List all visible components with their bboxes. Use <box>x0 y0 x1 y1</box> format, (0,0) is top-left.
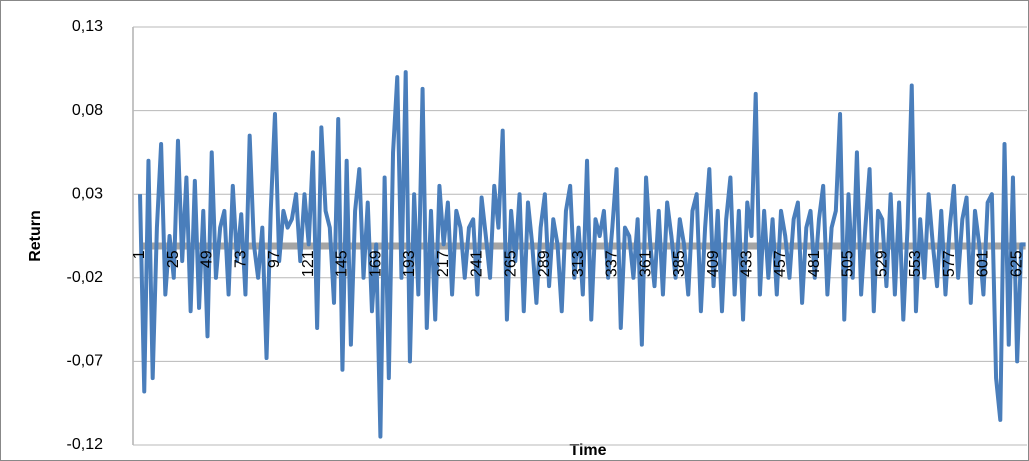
x-tick-label: 193 <box>401 250 418 277</box>
x-tick-label: 625 <box>1008 250 1025 277</box>
return-line <box>138 70 1026 439</box>
x-tick-label: 505 <box>840 250 857 277</box>
x-tick-label: 1 <box>131 250 148 259</box>
x-tick-label: 481 <box>806 250 823 277</box>
x-tick-label: 601 <box>975 250 992 277</box>
x-tick-label: 361 <box>637 250 654 277</box>
y-tick-label: 0,13 <box>72 18 103 35</box>
x-tick-label: 289 <box>536 250 553 277</box>
y-tick-label: -0,02 <box>67 269 104 286</box>
x-tick-label: 25 <box>165 250 182 268</box>
x-tick-label: 529 <box>873 250 890 277</box>
x-tick-label: 97 <box>266 250 283 268</box>
x-tick-label: 241 <box>469 250 486 277</box>
x-tick-label: 433 <box>738 250 755 277</box>
y-tick-label: -0,12 <box>67 436 104 453</box>
x-tick-label: 577 <box>941 250 958 277</box>
x-tick-label: 121 <box>300 250 317 277</box>
x-tick-label: 337 <box>604 250 621 277</box>
x-axis-title: Time <box>569 442 606 459</box>
y-tick-label: -0,07 <box>67 353 104 370</box>
x-tick-label: 313 <box>570 250 587 277</box>
y-axis-title: Return <box>27 210 44 262</box>
y-tick-label: 0,08 <box>72 102 103 119</box>
x-tick-label: 457 <box>772 250 789 277</box>
x-tick-label: 553 <box>907 250 924 277</box>
y-tick-label: 0,03 <box>72 185 103 202</box>
x-tick-label: 73 <box>232 250 249 268</box>
x-tick-label: 409 <box>705 250 722 277</box>
x-tick-label: 217 <box>435 250 452 277</box>
x-tick-label: 145 <box>334 250 351 277</box>
x-tick-label: 385 <box>671 250 688 277</box>
x-tick-label: 265 <box>502 250 519 277</box>
x-tick-label: 49 <box>199 250 216 268</box>
x-tick-label: 169 <box>367 250 384 277</box>
